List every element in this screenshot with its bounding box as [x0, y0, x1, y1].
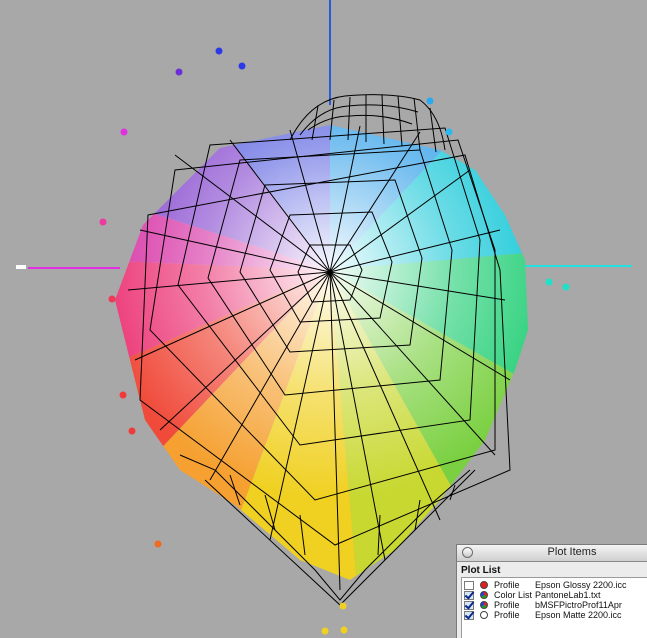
item-kind: Profile	[494, 580, 520, 590]
item-name: Epson Matte 2200.icc	[535, 610, 622, 620]
plot-items-window: Plot Items Plot List Profile Epson Gloss…	[456, 544, 647, 638]
item-kind: Profile	[494, 600, 520, 610]
hollow-dot-icon	[480, 611, 488, 619]
visibility-checkbox[interactable]	[464, 590, 474, 600]
wireframe-cap	[289, 94, 446, 153]
visibility-checkbox[interactable]	[464, 610, 474, 620]
item-kind: Profile	[494, 610, 520, 620]
multicolor-dot-icon	[480, 591, 488, 599]
multicolor-dot-icon	[480, 601, 488, 609]
gamut-solid	[115, 125, 528, 580]
list-item[interactable]: Profile Epson Glossy 2200.icc	[464, 580, 627, 590]
visibility-checkbox[interactable]	[464, 600, 474, 610]
red-dot-icon	[480, 581, 488, 589]
plot-list: Profile Epson Glossy 2200.icc Color List…	[461, 577, 647, 638]
list-item[interactable]: Profile bMSFPictroProf11Apr	[464, 600, 622, 610]
item-name: Epson Glossy 2200.icc	[535, 580, 627, 590]
close-icon[interactable]	[462, 547, 473, 558]
list-item[interactable]: Profile Epson Matte 2200.icc	[464, 610, 622, 620]
item-kind: Color List	[494, 590, 533, 600]
item-name: bMSFPictroProf11Apr	[535, 600, 622, 610]
window-title: Plot Items	[547, 546, 597, 558]
axis-end-marker	[16, 265, 26, 269]
color-list-points	[99, 47, 570, 635]
item-name: PantoneLab1.txt	[535, 590, 601, 600]
list-item[interactable]: Color List PantoneLab1.txt	[464, 590, 601, 600]
visibility-checkbox[interactable]	[464, 580, 474, 590]
window-titlebar[interactable]: Plot Items	[457, 545, 647, 562]
plot-list-label: Plot List	[461, 565, 501, 576]
wireframe-mesh	[127, 125, 511, 606]
